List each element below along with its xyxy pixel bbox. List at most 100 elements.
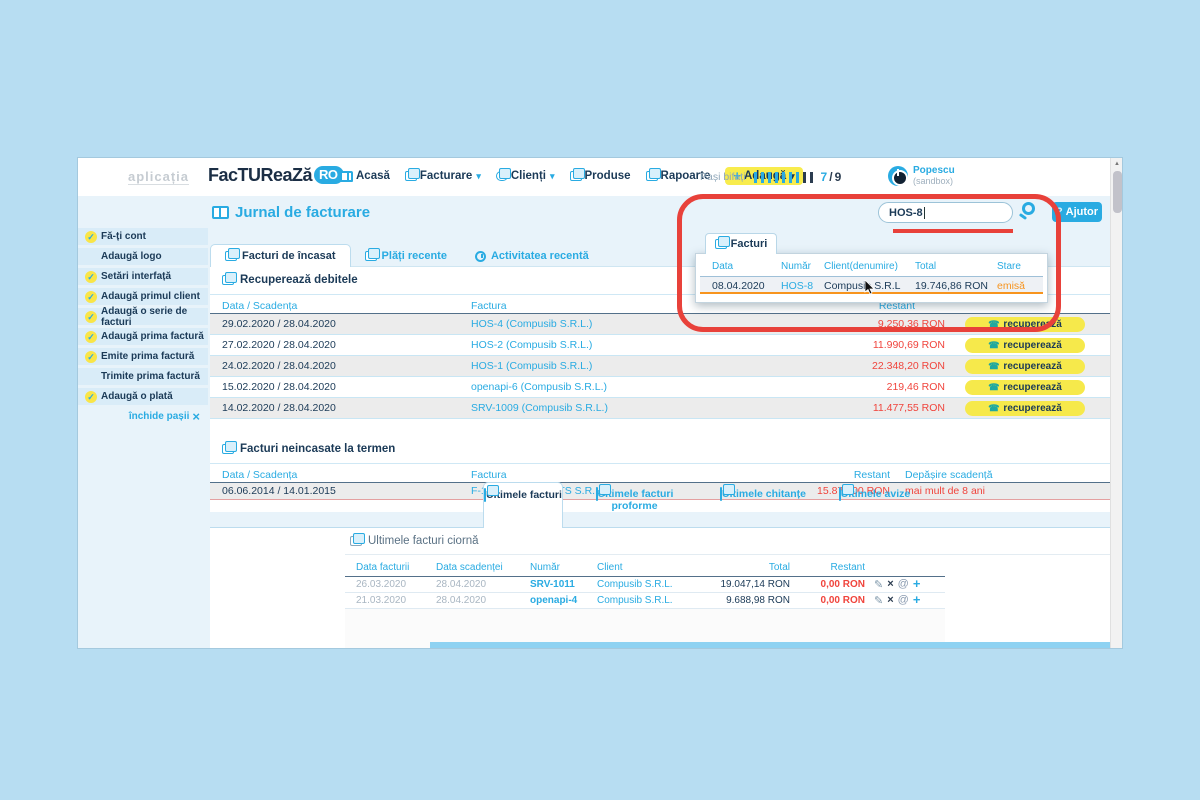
step-bar bbox=[753, 171, 757, 183]
search-input[interactable]: HOS-8 bbox=[878, 202, 1013, 223]
recupereaza-button[interactable]: ☎ recuperează bbox=[965, 316, 1085, 332]
tab-ultimele-chitante[interactable]: Ultimele chitanțe bbox=[719, 487, 807, 501]
invoice-link[interactable]: SRV-1009 (Compusib S.R.L.) bbox=[471, 402, 608, 414]
scroll-up-arrow[interactable]: ▲ bbox=[1114, 161, 1120, 167]
user-menu[interactable]: Popescu (sandbox) bbox=[888, 165, 955, 186]
invoice-link[interactable]: openapi-4 bbox=[530, 595, 578, 606]
overdue-invoices-icon bbox=[222, 441, 237, 454]
recupereaza-button[interactable]: ☎ recuperează bbox=[965, 379, 1085, 395]
sidebar-item[interactable]: ✓ Adaugă prima factură bbox=[78, 328, 208, 345]
section-facturi-neincasate: Facturi neincasate la termen bbox=[222, 441, 395, 455]
brand-logo[interactable]: FacTUReaZă RO bbox=[208, 165, 344, 186]
content-area: ✓ Fă-ți cont Adaugă logo ✓ Setări interfaț… bbox=[78, 196, 1122, 648]
add-icon[interactable]: + bbox=[912, 592, 921, 607]
delete-icon[interactable]: × bbox=[887, 578, 894, 590]
sidebar-item[interactable]: ✓ Adaugă primul client bbox=[78, 288, 208, 305]
nav-acasa[interactable]: Acasă bbox=[340, 170, 390, 182]
invoices-icon bbox=[404, 168, 420, 181]
search-result-row[interactable]: 08.04.2020 HOS-8 Compusib S.R.L 19.746,8… bbox=[700, 276, 1043, 294]
sidebar-item[interactable]: Trimite prima factură bbox=[78, 368, 208, 385]
status-badge: emisă bbox=[997, 280, 1026, 292]
sidebar-item[interactable]: ✓ Adaugă o serie de facturi bbox=[78, 306, 208, 328]
proforma-icon bbox=[595, 487, 598, 501]
user-env: (sandbox) bbox=[913, 176, 954, 186]
col-factura: Factura bbox=[471, 469, 507, 481]
receivables-panel: Recuperează debitele Data / Scadența Fac… bbox=[210, 266, 1110, 512]
recupereaza-button[interactable]: ☎ recuperează bbox=[965, 358, 1085, 374]
step-bar bbox=[760, 171, 764, 183]
tab-ultimele-facturi[interactable]: Ultimele facturi bbox=[483, 482, 563, 528]
recupereaza-button[interactable]: ☎ recuperează bbox=[965, 337, 1085, 353]
help-button[interactable]: ? Ajutor bbox=[1052, 202, 1102, 222]
divider bbox=[210, 294, 1110, 295]
drafts-panel: Ultimele facturi ciornă Data facturii Da… bbox=[210, 527, 1110, 648]
tab-ultimele-avize[interactable]: Ultimele avize bbox=[838, 487, 911, 501]
client-link[interactable]: Compusib S.R.L. bbox=[597, 595, 673, 606]
invoice-link[interactable]: SRV-1011 bbox=[530, 579, 575, 590]
annotation-underline bbox=[893, 229, 1013, 233]
invoice-link[interactable]: openapi-6 (Compusib S.R.L.) bbox=[471, 381, 607, 393]
table-row: 06.06.2014 / 14.01.2015 F-133 (CUBUS ART… bbox=[210, 483, 1110, 500]
home-icon bbox=[340, 170, 353, 182]
email-icon[interactable]: @ bbox=[897, 578, 909, 590]
check-icon: ✓ bbox=[85, 270, 97, 283]
divider bbox=[345, 554, 1110, 555]
edit-icon[interactable]: ✎ bbox=[874, 579, 884, 591]
close-steps-link[interactable]: închide pașii × bbox=[128, 408, 200, 424]
invoices-icon bbox=[484, 488, 487, 502]
nav-produse[interactable]: Produse bbox=[569, 168, 631, 182]
invoice-link[interactable]: HOS-8 bbox=[781, 280, 814, 292]
sidebar-item[interactable]: ✓ Emite prima factură bbox=[78, 348, 208, 365]
row-actions: ✎ × @ + bbox=[874, 592, 921, 607]
check-icon: ✓ bbox=[85, 310, 97, 323]
table-row: 21.03.2020 28.04.2020 openapi-4 Compusib… bbox=[345, 593, 945, 609]
sidebar-item[interactable]: ✓ Adaugă o plată bbox=[78, 388, 208, 405]
power-user-icon bbox=[888, 165, 908, 186]
invoice-link[interactable]: HOS-1 (Compusib S.R.L.) bbox=[471, 360, 593, 372]
nav-facturare[interactable]: Facturare ▾ bbox=[404, 168, 481, 182]
steps-total-count: 9 bbox=[834, 170, 842, 184]
popup-tab-facturi[interactable]: Facturi bbox=[705, 233, 777, 254]
add-icon[interactable]: + bbox=[912, 576, 921, 591]
check-icon: ✓ bbox=[85, 230, 97, 243]
table-row: 26.03.2020 28.04.2020 SRV-1011 Compusib … bbox=[345, 577, 945, 593]
email-icon[interactable]: @ bbox=[897, 594, 909, 606]
clients-icon bbox=[495, 168, 511, 181]
col-factura: Factura bbox=[471, 300, 507, 312]
invoice-link[interactable]: HOS-2 (Compusib S.R.L.) bbox=[471, 339, 593, 351]
text-caret bbox=[923, 206, 925, 219]
client-link[interactable]: Compusib S.R.L. bbox=[597, 579, 673, 590]
invoice-link[interactable]: HOS-4 (Compusib S.R.L.) bbox=[471, 318, 593, 330]
step-bar bbox=[802, 171, 806, 183]
tab-ultimele-proforme[interactable]: Ultimele facturi proforme bbox=[595, 487, 674, 512]
col-numar: Număr bbox=[530, 562, 561, 573]
scrollbar-thumb[interactable] bbox=[1112, 171, 1122, 213]
chevron-down-icon: ▾ bbox=[549, 170, 555, 181]
close-icon: × bbox=[192, 408, 200, 424]
reports-icon bbox=[645, 168, 661, 181]
col-data-facturii: Data facturii bbox=[356, 562, 410, 573]
nav-rapoarte[interactable]: Rapoarte bbox=[645, 168, 710, 182]
search-icon[interactable] bbox=[1022, 202, 1035, 215]
question-icon: ? bbox=[1055, 206, 1063, 218]
recover-icon: ☎ bbox=[988, 381, 1000, 392]
delete-icon[interactable]: × bbox=[887, 594, 894, 606]
clock-icon bbox=[474, 250, 486, 262]
tab-activitatea-recenta[interactable]: Activitatea recentă bbox=[461, 245, 603, 267]
recover-icon: ☎ bbox=[988, 360, 1000, 371]
tab-facturi-de-incasat[interactable]: Facturi de încasat bbox=[210, 244, 351, 267]
col-total: Total bbox=[768, 562, 790, 573]
sidebar-item[interactable]: Adaugă logo bbox=[78, 248, 208, 265]
sidebar-item[interactable]: ✓ Setări interfață bbox=[78, 268, 208, 285]
nav-clienti[interactable]: Clienți ▾ bbox=[495, 168, 555, 182]
table-row: 14.02.2020 / 28.04.2020 SRV-1009 (Compus… bbox=[210, 398, 1110, 419]
vertical-scrollbar[interactable]: ▲ bbox=[1110, 158, 1122, 648]
edit-icon[interactable]: ✎ bbox=[874, 595, 884, 607]
aplicatia-logo[interactable]: aplicația bbox=[128, 169, 190, 185]
divider bbox=[345, 576, 945, 577]
sidebar-item[interactable]: ✓ Fă-ți cont bbox=[78, 228, 208, 245]
tab-plati-recente[interactable]: Plăți recente bbox=[351, 245, 461, 267]
divider bbox=[210, 463, 1110, 464]
chevron-down-icon: ▾ bbox=[790, 170, 795, 181]
recupereaza-button[interactable]: ☎ recuperează bbox=[965, 400, 1085, 416]
